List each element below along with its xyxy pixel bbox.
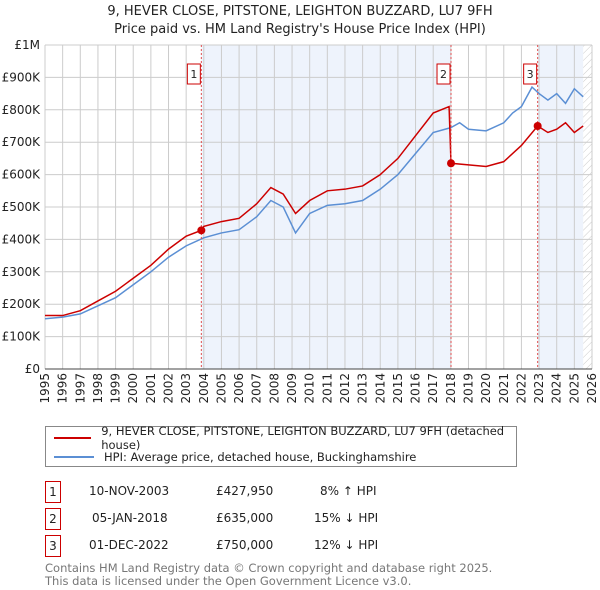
x-tick-label: 2013 [356, 373, 370, 404]
footer-copyright: Contains HM Land Registry data © Crown c… [45, 561, 493, 575]
sale-marker-badge: 3 [45, 535, 61, 557]
legend-label: HPI: Average price, detached house, Buck… [104, 450, 417, 464]
sale-point [197, 226, 206, 235]
sale-label-box [523, 63, 538, 85]
x-tick-label: 2004 [197, 373, 211, 404]
sale-point [533, 122, 542, 130]
hpi-line [44, 85, 584, 320]
x-tick-label: 2016 [409, 373, 423, 404]
sale-hpi-diff: 8% ↑ HPI [320, 484, 377, 498]
footer: Contains HM Land Registry data © Crown c… [45, 562, 492, 588]
sale-label-box [186, 63, 201, 85]
y-tick-label: £100K [2, 330, 42, 344]
x-tick-label: 2025 [567, 373, 581, 404]
chart-title: 9, HEVER CLOSE, PITSTONE, LEIGHTON BUZZA… [107, 4, 493, 19]
x-tick-label: 2002 [162, 373, 176, 404]
sale-marker-badge: 1 [45, 481, 61, 503]
legend-swatch-red [54, 437, 92, 439]
sale-label: 1 [190, 68, 197, 81]
x-tick-label: 2007 [250, 373, 264, 404]
y-tick-label: £0 [25, 362, 40, 376]
x-tick-label: 2000 [126, 373, 140, 404]
x-tick-label: 2008 [267, 373, 281, 404]
sale-price: £635,000 [216, 511, 274, 525]
y-tick-label: £300K [2, 265, 42, 279]
legend-item-property: 9, HEVER CLOSE, PITSTONE, LEIGHTON BUZZA… [54, 424, 516, 452]
sale-hpi-diff: 15% ↓ HPI [314, 511, 379, 525]
footer-licence: This data is licensed under the Open Gov… [45, 574, 412, 588]
x-tick-label: 2010 [303, 373, 317, 404]
y-tick-label: £500K [2, 200, 42, 214]
legend-item-hpi: HPI: Average price, detached house, Buck… [54, 448, 416, 466]
sale-date: 01-DEC-2022 [89, 538, 169, 552]
sale-point [447, 159, 456, 168]
sale-hpi-diff: 12% ↓ HPI [314, 538, 379, 552]
x-tick-label: 1999 [109, 373, 123, 404]
sale-date: 10-NOV-2003 [89, 484, 170, 498]
sale-price: £427,950 [216, 484, 274, 498]
x-tick-label: 2024 [550, 373, 564, 404]
x-tick-label: 2018 [444, 373, 458, 404]
y-tick-label: £800K [2, 103, 42, 117]
x-tick-label: 2003 [179, 373, 193, 404]
x-tick-label: 2026 [585, 373, 599, 404]
x-tick-label: 2011 [320, 373, 334, 404]
x-tick-label: 2014 [373, 373, 387, 404]
y-tick-label: £1M [14, 38, 40, 52]
x-tick-label: 2009 [285, 373, 299, 404]
price-paid-line [45, 105, 584, 317]
x-tick-label: 1998 [91, 373, 105, 404]
y-tick-label: £700K [2, 135, 42, 149]
sale-date: 05-JAN-2018 [92, 511, 168, 525]
x-tick-label: 1996 [56, 373, 70, 404]
x-tick-label: 2015 [391, 373, 405, 404]
chart-subtitle: Price paid vs. HM Land Registry's House … [114, 22, 486, 37]
y-tick-label: £400K [2, 232, 42, 246]
x-tick-label: 2019 [461, 373, 475, 404]
x-tick-label: 1997 [73, 373, 87, 404]
y-tick-label: £900K [2, 70, 42, 84]
x-tick-label: 2001 [144, 373, 158, 404]
x-tick-label: 2017 [426, 373, 440, 404]
sale-label: 2 [440, 68, 447, 81]
x-tick-label: 2006 [232, 373, 246, 404]
price-chart: 1995 1996 1997 1998 1999 2000 2001 2002 2003 2004… [2, 38, 599, 404]
y-tick-label: £600K [2, 168, 42, 182]
x-tick-label: 2005 [214, 373, 228, 404]
legend-swatch-blue [54, 456, 94, 458]
sale-price: £750,000 [216, 538, 274, 552]
sale-label-box [436, 63, 451, 85]
x-tick-label: 2021 [497, 373, 511, 404]
x-tick-label: 2020 [479, 373, 493, 404]
x-tick-label: 1995 [38, 373, 52, 404]
legend: 9, HEVER CLOSE, PITSTONE, LEIGHTON BUZZA… [45, 424, 517, 467]
x-tick-label: 2022 [514, 373, 528, 404]
x-tick-label: 2012 [338, 373, 352, 404]
x-tick-label: 2023 [532, 373, 546, 404]
y-tick-label: £200K [2, 297, 42, 311]
legend-label: 9, HEVER CLOSE, PITSTONE, LEIGHTON BUZZA… [101, 424, 505, 452]
sale-marker-badge: 2 [45, 508, 61, 530]
sale-label: 3 [527, 68, 534, 81]
